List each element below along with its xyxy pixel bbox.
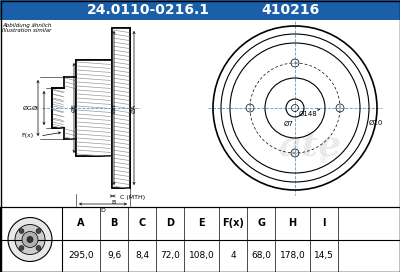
Text: Ø148: Ø148 — [299, 111, 318, 117]
Text: Ø7: Ø7 — [284, 121, 294, 127]
Circle shape — [8, 218, 52, 261]
Text: Abbildung ähnlich: Abbildung ähnlich — [2, 23, 51, 28]
Text: E: E — [198, 218, 205, 228]
Bar — [76, 60, 112, 156]
Text: C (MTH): C (MTH) — [120, 194, 145, 199]
Text: ØE: ØE — [72, 104, 76, 112]
Text: H: H — [288, 218, 296, 228]
Text: D: D — [166, 218, 174, 228]
Circle shape — [19, 228, 24, 234]
Text: D: D — [100, 208, 106, 213]
Text: 24.0110-0216.1: 24.0110-0216.1 — [86, 3, 210, 17]
Bar — [52, 88, 64, 128]
Text: 178,0: 178,0 — [280, 251, 305, 260]
Text: ØA: ØA — [132, 103, 136, 113]
Text: 68,0: 68,0 — [251, 251, 271, 260]
Text: 295,0: 295,0 — [68, 251, 94, 260]
Bar — [0, 0, 400, 20]
Bar — [0, 207, 62, 272]
Text: G: G — [257, 218, 265, 228]
Text: B: B — [112, 200, 116, 205]
Circle shape — [27, 236, 33, 243]
Text: 108,0: 108,0 — [189, 251, 214, 260]
Text: ØG: ØG — [23, 106, 33, 110]
Bar — [112, 28, 130, 188]
Circle shape — [19, 246, 24, 251]
Text: 72,0: 72,0 — [160, 251, 180, 260]
Text: ®: ® — [318, 155, 328, 165]
Text: ate: ate — [278, 129, 342, 163]
Text: ØH: ØH — [112, 103, 116, 113]
Text: ØI: ØI — [32, 106, 39, 110]
Bar — [64, 77, 76, 88]
Text: 4: 4 — [230, 251, 236, 260]
Circle shape — [22, 231, 38, 248]
Bar — [76, 60, 112, 156]
Text: 410216: 410216 — [261, 3, 319, 17]
Circle shape — [36, 246, 41, 251]
Text: C: C — [138, 218, 146, 228]
Circle shape — [15, 224, 45, 255]
Text: I: I — [322, 218, 326, 228]
Text: B: B — [110, 218, 118, 228]
Text: F(x): F(x) — [222, 218, 244, 228]
Bar — [64, 128, 76, 139]
Text: 9,6: 9,6 — [107, 251, 121, 260]
Text: F(x): F(x) — [22, 134, 34, 138]
Text: Ø10: Ø10 — [369, 120, 383, 126]
Bar — [112, 28, 130, 188]
Circle shape — [36, 228, 41, 234]
Text: 8,4: 8,4 — [135, 251, 149, 260]
Text: A: A — [77, 218, 85, 228]
Text: Illustration similar: Illustration similar — [2, 28, 51, 33]
Text: 14,5: 14,5 — [314, 251, 334, 260]
